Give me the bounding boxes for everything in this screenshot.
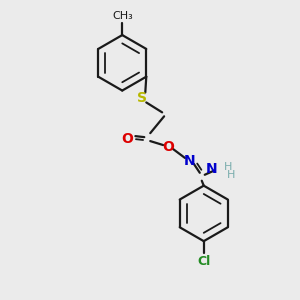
Text: H: H: [226, 170, 235, 180]
Text: N: N: [206, 162, 218, 176]
Text: CH₃: CH₃: [112, 11, 133, 21]
Text: Cl: Cl: [197, 255, 210, 268]
Text: H: H: [224, 162, 232, 172]
Text: S: S: [137, 92, 147, 106]
Text: N: N: [184, 154, 196, 168]
Text: O: O: [162, 140, 174, 154]
Text: O: O: [122, 132, 134, 146]
